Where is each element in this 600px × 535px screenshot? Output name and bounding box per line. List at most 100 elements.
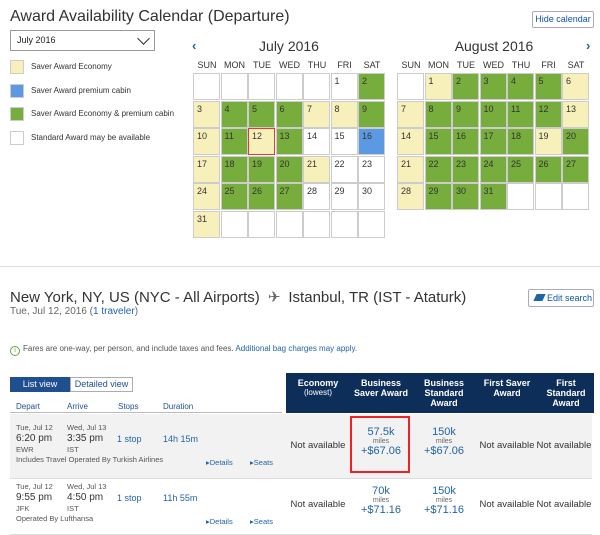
calendar-day[interactable]: 27	[275, 183, 303, 210]
calendar-day[interactable]: 11	[507, 100, 534, 128]
next-month-chevron-icon[interactable]: ›	[586, 38, 591, 53]
fare-header-business-saver[interactable]: Business Saver Award	[349, 373, 413, 413]
calendar-day[interactable]: 22	[424, 155, 452, 183]
calendar-day[interactable]: 19	[248, 155, 275, 183]
calendar-day[interactable]: 23	[358, 155, 385, 183]
calendar-day[interactable]: 30	[452, 183, 479, 210]
seats-link[interactable]: ▸Seats	[250, 458, 273, 467]
calendar-day[interactable]: 19	[534, 128, 562, 155]
hide-calendar-button[interactable]: Hide calendar	[532, 11, 594, 28]
calendar-day[interactable]: 9	[452, 100, 479, 128]
calendar-day[interactable]: 15	[424, 128, 452, 155]
legend-swatch	[10, 60, 24, 74]
fare-info: i Fares are one-way, per person, and incl…	[10, 344, 357, 356]
fare-economy: Not available	[290, 499, 346, 510]
details-link[interactable]: ▸Details	[206, 517, 233, 526]
calendar-day[interactable]: 27	[562, 155, 589, 183]
calendar-day[interactable]: 8	[330, 100, 358, 128]
calendar-day[interactable]: 2	[358, 73, 385, 100]
calendar-day[interactable]: 5	[534, 73, 562, 100]
calendar-day[interactable]: 29	[330, 183, 358, 210]
calendar-day[interactable]: 26	[534, 155, 562, 183]
calendar-day[interactable]: 16	[358, 128, 385, 155]
legend-label: Saver Award premium cabin	[31, 85, 131, 95]
calendar-day[interactable]: 2	[452, 73, 479, 100]
calendar-day[interactable]: 31	[193, 210, 220, 238]
arrive-time: 3:35 pm	[67, 433, 104, 444]
calendar-day[interactable]: 1	[330, 73, 358, 100]
calendar-day[interactable]: 10	[479, 100, 507, 128]
calendar-day[interactable]: 13	[275, 128, 303, 155]
calendar-day[interactable]: 18	[220, 155, 248, 183]
calendar-day[interactable]: 7	[397, 100, 424, 128]
tab-list-view[interactable]: List view	[10, 377, 70, 392]
fare-tax: +$67.06	[360, 445, 402, 457]
calendar-day[interactable]: 6	[275, 100, 303, 128]
fare-header-economy[interactable]: Economy (lowest)	[286, 373, 350, 413]
details-link[interactable]: ▸Details	[206, 458, 233, 467]
legend-swatch	[10, 130, 24, 145]
calendar-day[interactable]: 12	[248, 128, 275, 155]
duration: 11h 55m	[163, 493, 198, 503]
calendar-day[interactable]: 9	[358, 100, 385, 128]
calendar-day[interactable]: 15	[330, 128, 358, 155]
calendar-day[interactable]: 10	[193, 128, 220, 155]
calendar-day[interactable]: 3	[479, 73, 507, 100]
calendar-day[interactable]: 28	[303, 183, 330, 210]
calendar-day[interactable]: 25	[220, 183, 248, 210]
calendar-day[interactable]: 5	[248, 100, 275, 128]
calendar-day[interactable]: 11	[220, 128, 248, 155]
route-origin: New York, NY, US (NYC - All Airports)	[10, 289, 260, 306]
fare-business-standard[interactable]: 150k miles +$67.06	[412, 426, 476, 457]
calendar-day[interactable]: 21	[397, 155, 424, 183]
calendar-day[interactable]: 4	[220, 100, 248, 128]
calendar-day[interactable]: 30	[358, 183, 385, 210]
travelers-link[interactable]: 1 traveler	[93, 306, 135, 317]
bag-charges-link[interactable]: Additional bag charges may apply.	[235, 344, 358, 353]
calendar-day[interactable]: 8	[424, 100, 452, 128]
calendar-day[interactable]: 28	[397, 183, 424, 210]
calendar-day[interactable]: 14	[303, 128, 330, 155]
fare-business-standard[interactable]: 150k miles +$71.16	[412, 485, 476, 516]
calendar-day[interactable]: 6	[562, 73, 589, 100]
fare-business-saver[interactable]: 57.5k miles +$67.06	[349, 426, 413, 457]
calendar-day[interactable]: 24	[479, 155, 507, 183]
month-select[interactable]: July 2016	[10, 30, 155, 51]
route-header: New York, NY, US (NYC - All Airports) ✈ Is…	[10, 288, 466, 306]
stops-link[interactable]: 1 stop	[117, 434, 142, 444]
calendar-day[interactable]: 26	[248, 183, 275, 210]
calendar-day[interactable]: 31	[479, 183, 507, 210]
calendar-day[interactable]: 3	[193, 100, 220, 128]
seats-link[interactable]: ▸Seats	[250, 517, 273, 526]
tab-detailed-view[interactable]: Detailed view	[70, 377, 133, 392]
calendar-day[interactable]: 25	[507, 155, 534, 183]
calendar-day[interactable]: 20	[275, 155, 303, 183]
calendar-day[interactable]: 24	[193, 183, 220, 210]
calendar-day[interactable]: 21	[303, 155, 330, 183]
calendar-day[interactable]: 29	[424, 183, 452, 210]
calendar-day[interactable]: 7	[303, 100, 330, 128]
calendar-day[interactable]: 23	[452, 155, 479, 183]
calendar-day[interactable]: 14	[397, 128, 424, 155]
fare-header-business-standard[interactable]: Business Standard Award	[412, 373, 476, 413]
calendar-day[interactable]: 22	[330, 155, 358, 183]
depart-code: JFK	[16, 504, 30, 513]
calendar-day[interactable]: 18	[507, 128, 534, 155]
fare-header-first-saver[interactable]: First Saver Award	[475, 373, 539, 413]
fare-first-saver: Not available	[479, 440, 535, 451]
edit-search-button[interactable]: Edit search	[528, 289, 594, 307]
calendar-day[interactable]: 17	[193, 155, 220, 183]
stops-link[interactable]: 1 stop	[117, 493, 142, 503]
calendar-day[interactable]: 17	[479, 128, 507, 155]
fare-business-saver[interactable]: 70k miles +$71.16	[349, 485, 413, 516]
depart-day: Tue, Jul 12	[16, 482, 53, 491]
calendar-day[interactable]: 13	[562, 100, 589, 128]
calendar-empty-cell	[248, 73, 275, 100]
calendar-day[interactable]: 4	[507, 73, 534, 100]
prev-month-chevron-icon[interactable]: ‹	[192, 38, 197, 53]
calendar-day[interactable]: 1	[424, 73, 452, 100]
calendar-day[interactable]: 20	[562, 128, 589, 155]
calendar-day[interactable]: 16	[452, 128, 479, 155]
calendar-day[interactable]: 12	[534, 100, 562, 128]
fare-header-first-standard[interactable]: First Standard Award	[538, 373, 594, 413]
